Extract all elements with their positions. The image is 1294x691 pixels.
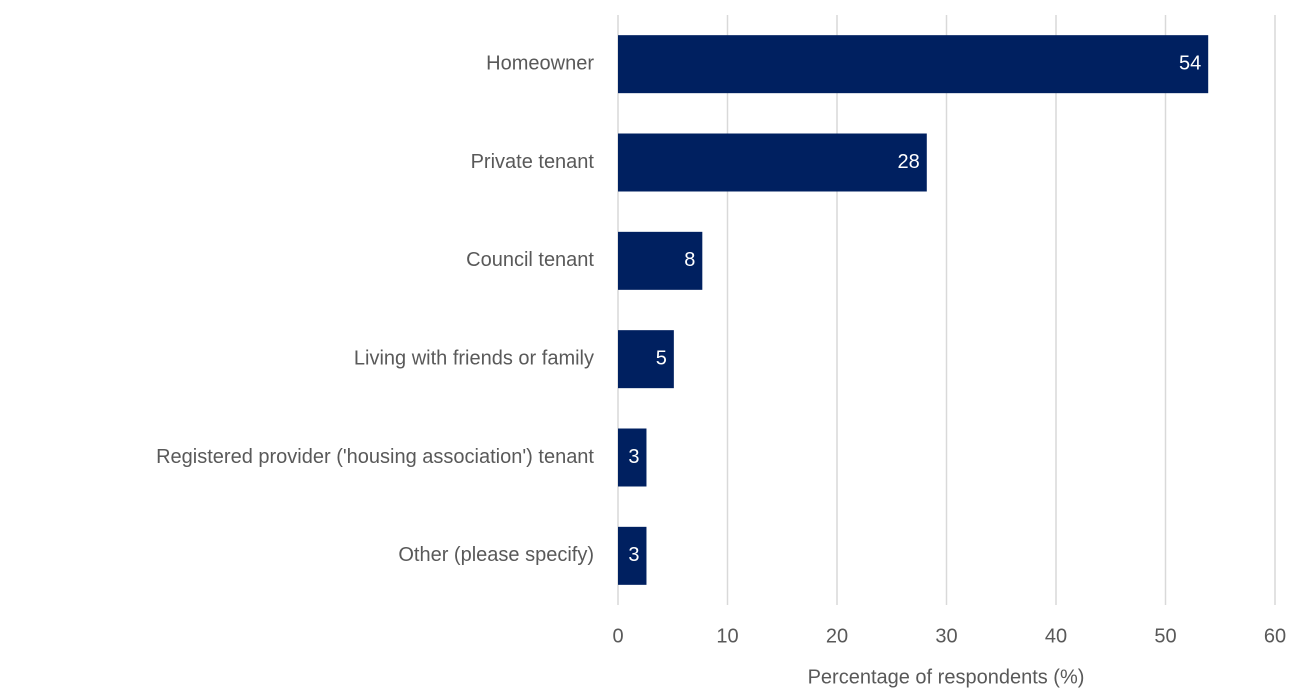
value-label: 8 bbox=[684, 249, 695, 271]
x-tick-label: 40 bbox=[1045, 625, 1067, 647]
x-tick-label: 10 bbox=[716, 625, 738, 647]
y-tick-label: Private tenant bbox=[471, 151, 595, 173]
bar bbox=[618, 35, 1209, 94]
y-tick-label: Living with friends or family bbox=[354, 347, 594, 369]
y-tick-label: Council tenant bbox=[466, 249, 594, 271]
y-tick-label: Homeowner bbox=[486, 52, 594, 74]
x-tick-label: 60 bbox=[1264, 625, 1286, 647]
value-label: 54 bbox=[1179, 52, 1201, 74]
value-label: 3 bbox=[628, 544, 639, 566]
y-tick-label: Other (please specify) bbox=[398, 544, 594, 566]
value-label: 3 bbox=[628, 446, 639, 468]
x-axis-label: Percentage of respondents (%) bbox=[808, 666, 1085, 688]
x-tick-label: 30 bbox=[935, 625, 957, 647]
bar bbox=[618, 133, 927, 192]
bar bbox=[618, 526, 647, 585]
y-tick-label: Registered provider ('housing associatio… bbox=[156, 446, 594, 468]
x-tick-label: 50 bbox=[1154, 625, 1176, 647]
x-tick-label: 0 bbox=[612, 625, 623, 647]
bar bbox=[618, 231, 703, 290]
value-label: 5 bbox=[656, 347, 667, 369]
bar bbox=[618, 330, 674, 389]
bar bbox=[618, 428, 647, 487]
value-label: 28 bbox=[898, 151, 920, 173]
x-tick-label: 20 bbox=[826, 625, 848, 647]
